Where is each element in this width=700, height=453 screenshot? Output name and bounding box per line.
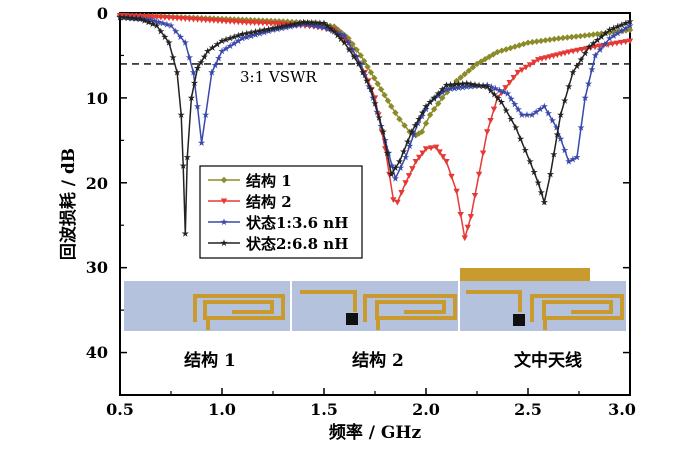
y-tick-30: 30 <box>86 258 108 277</box>
series-2-point <box>462 235 468 241</box>
y-tick-20: 20 <box>86 174 108 193</box>
x-tick-0.5: 0.5 <box>106 400 134 419</box>
return-loss-chart: 0 10 20 30 40 0.5 1.0 1.5 2.0 2.5 3.0 频率… <box>0 0 700 448</box>
legend-label-state-2: 状态2:6.8 nH <box>246 235 348 253</box>
chart-svg: 0 10 20 30 40 0.5 1.0 1.5 2.0 2.5 3.0 频率… <box>0 0 700 448</box>
x-tick-1.0: 1.0 <box>208 400 236 419</box>
series-1-point <box>378 86 384 92</box>
series-2-point <box>409 166 415 172</box>
series-1-point <box>371 75 377 81</box>
inset-antenna-diagram: 结构 1 结构 2 文中天线 <box>124 268 626 371</box>
series-4 <box>116 13 633 236</box>
series-2-point <box>448 174 454 180</box>
series-2-point <box>476 172 482 178</box>
series-2-point <box>443 159 449 165</box>
series-4-point <box>182 230 189 237</box>
y-tick-10: 10 <box>86 89 108 108</box>
legend: 结构 1 结构 2 状态1:3.6 nH 状态2:6.8 nH <box>200 166 362 258</box>
series-4-point <box>522 146 529 153</box>
series-4-point <box>400 148 407 155</box>
series-4-line <box>120 17 630 234</box>
series-1-point <box>375 81 381 87</box>
series-4-point <box>201 53 208 60</box>
series-2-point <box>487 118 493 124</box>
series-2-point <box>406 173 412 179</box>
y-tick-0: 0 <box>97 4 108 23</box>
series-4-point <box>507 115 514 122</box>
y-tick-40: 40 <box>86 343 108 362</box>
series-2-point <box>465 225 471 231</box>
series-4-point <box>204 47 211 54</box>
inset-label-proposed: 文中天线 <box>514 350 582 371</box>
series-1-point <box>423 120 429 126</box>
x-tick-2.5: 2.5 <box>514 400 542 419</box>
legend-label-structure-1: 结构 1 <box>246 172 292 190</box>
series-layer <box>116 12 633 241</box>
series-4-point <box>517 135 524 142</box>
x-tick-1.5: 1.5 <box>310 400 338 419</box>
series-2-point <box>468 214 474 220</box>
series-2-point <box>484 129 490 135</box>
series-2-point <box>413 159 419 165</box>
series-3-point <box>198 139 205 146</box>
series-2-point <box>402 180 408 186</box>
series-2-point <box>480 151 486 157</box>
series-2-point <box>453 189 459 195</box>
vswr-label: 3:1 VSWR <box>240 68 317 86</box>
legend-label-structure-2: 结构 2 <box>246 193 292 211</box>
inset-label-structure-2: 结构 2 <box>352 350 404 371</box>
series-2-point <box>457 212 463 218</box>
series-2-point <box>472 193 478 199</box>
inset-label-structure-1: 结构 1 <box>184 350 236 371</box>
legend-label-state-1: 状态1:3.6 nH <box>246 214 348 232</box>
y-tick-labels: 0 10 20 30 40 <box>86 4 108 362</box>
series-4-point <box>503 107 510 114</box>
series-4-point <box>512 124 519 131</box>
x-tick-labels: 0.5 1.0 1.5 2.0 2.5 3.0 <box>106 400 636 419</box>
series-3-point <box>212 62 219 69</box>
series-2-point <box>491 107 497 113</box>
series-3-point <box>545 110 552 117</box>
x-tick-2.0: 2.0 <box>412 400 440 419</box>
y-axis-title: 回波损耗 / dB <box>58 148 79 260</box>
series-2-point <box>394 200 400 206</box>
series-3-point <box>215 54 222 61</box>
series-3-point <box>549 117 556 124</box>
x-tick-3.0: 3.0 <box>608 400 636 419</box>
inset-top-patch <box>460 268 590 281</box>
series-2-point <box>398 190 404 196</box>
proposed-antenna-feed <box>513 314 525 326</box>
structure-2-feed <box>346 313 358 325</box>
x-axis-title: 频率 / GHz <box>329 422 422 443</box>
series-1-point <box>368 69 374 75</box>
